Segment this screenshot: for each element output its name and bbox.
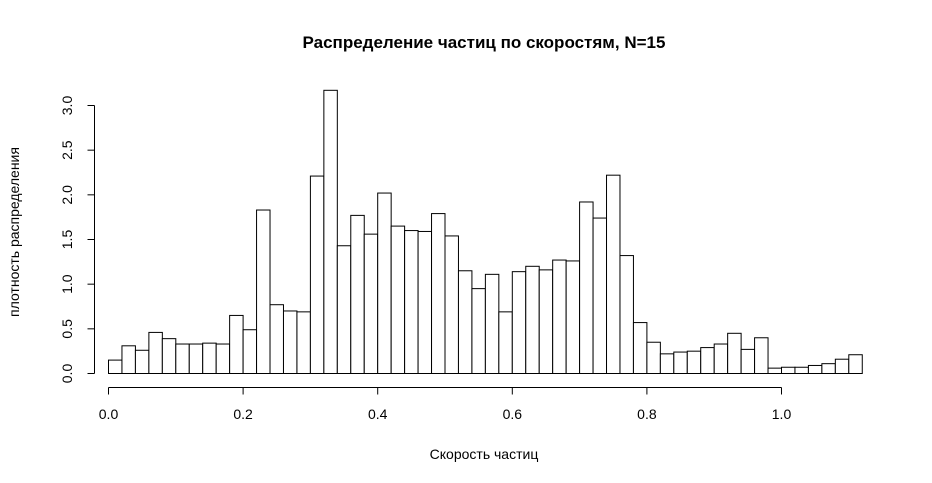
histogram-bar <box>700 347 715 374</box>
histogram-bar <box>525 265 540 374</box>
histogram-bar <box>646 341 661 375</box>
histogram-bar <box>781 366 796 374</box>
y-tick-label: 2.0 <box>59 185 75 205</box>
x-tick-label: 0.4 <box>368 406 388 422</box>
x-tick-label: 0.8 <box>637 406 657 422</box>
histogram-bar <box>336 245 352 374</box>
histogram-bar <box>188 343 204 374</box>
histogram-bar <box>848 354 863 374</box>
histogram-bar <box>579 201 594 374</box>
histogram-bar <box>363 233 379 374</box>
y-axis: 0.0 0.5 1.0 1.5 2.0 2.5 3.0 <box>59 96 95 384</box>
histogram-bar <box>242 329 258 375</box>
histogram-bar <box>498 311 513 374</box>
histogram-bar <box>309 175 325 374</box>
histogram-bar <box>175 343 190 374</box>
y-tick-label: 0.5 <box>59 319 75 339</box>
histogram-bar <box>269 304 284 374</box>
histogram-bar <box>161 338 177 375</box>
histogram-bar <box>323 89 338 374</box>
histogram-bar <box>377 192 392 374</box>
histogram-bar <box>484 273 500 374</box>
histogram-bar <box>727 332 742 374</box>
histogram-bar <box>659 353 675 375</box>
chart-title: Распределение частиц по скоростям, N=15 <box>303 33 666 52</box>
histogram-bar <box>202 342 217 375</box>
histogram-bar <box>350 214 365 374</box>
histogram-bar <box>794 366 809 374</box>
histogram-bar <box>121 345 136 374</box>
histogram-bar <box>282 310 298 374</box>
histogram-bar <box>632 322 648 374</box>
histogram-bar <box>807 364 823 374</box>
y-tick-label: 2.5 <box>59 140 75 160</box>
histogram-bar <box>834 358 850 374</box>
histogram-bar <box>565 260 581 374</box>
y-tick-label: 1.5 <box>59 230 75 250</box>
histogram-bar <box>444 235 459 374</box>
y-tick-label: 0.0 <box>59 364 75 384</box>
histogram-bar <box>619 255 634 374</box>
histogram-bar <box>471 288 486 375</box>
histogram-bar <box>215 343 231 374</box>
histogram-bar <box>296 311 311 374</box>
histogram-bar <box>821 363 836 375</box>
y-tick-label: 3.0 <box>59 96 75 116</box>
histogram-bar <box>108 359 123 375</box>
histogram-bar <box>511 271 527 374</box>
histogram-bar <box>767 367 782 375</box>
histogram-bar <box>552 259 567 374</box>
histogram-bar <box>538 269 554 374</box>
histogram-bar <box>713 343 729 374</box>
histogram-bar <box>686 350 702 375</box>
histogram-bar <box>754 337 769 374</box>
histogram-bar <box>134 349 150 374</box>
histogram-bars <box>108 89 863 375</box>
histogram-bar <box>457 270 473 374</box>
y-tick-label: 1.0 <box>59 274 75 294</box>
x-tick-label: 0.2 <box>233 406 253 422</box>
histogram-bar <box>390 225 406 374</box>
x-axis-label: Скорость частиц <box>430 446 539 462</box>
histogram-bar <box>740 348 756 375</box>
histogram-bar <box>256 209 271 374</box>
histogram-bar <box>431 213 446 374</box>
x-axis: 0.0 0.2 0.4 0.6 0.8 1.0 <box>99 387 792 422</box>
histogram-bar <box>404 230 419 374</box>
x-tick-label: 0.6 <box>503 406 523 422</box>
y-axis-label: плотность распределения <box>6 147 22 317</box>
histogram-bar <box>592 217 608 374</box>
histogram-bar <box>417 230 433 374</box>
histogram-bar <box>673 351 688 374</box>
x-tick-label: 1.0 <box>772 406 792 422</box>
histogram-bar <box>606 174 621 374</box>
histogram-bar <box>229 314 244 374</box>
histogram-bar <box>148 331 163 375</box>
x-tick-label: 0.0 <box>99 406 119 422</box>
